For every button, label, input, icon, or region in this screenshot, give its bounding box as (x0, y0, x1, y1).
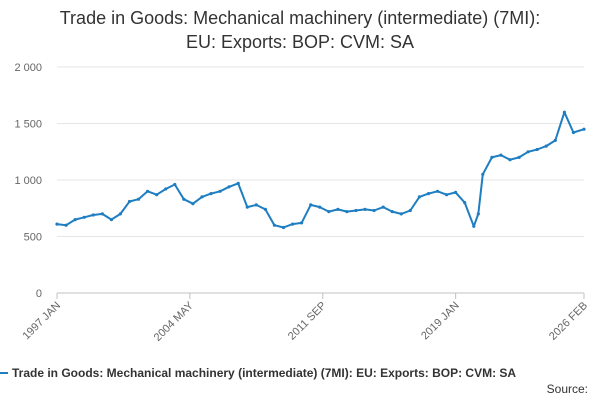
data-point (354, 208, 358, 213)
data-point (272, 223, 276, 227)
data-point (544, 144, 548, 148)
series-line (56, 111, 585, 229)
series-group (55, 110, 586, 230)
data-point (481, 172, 485, 176)
data-point (476, 212, 480, 216)
data-point (100, 212, 104, 216)
data-point (55, 222, 59, 226)
data-point (291, 222, 295, 226)
data-point (445, 193, 449, 197)
data-point (454, 190, 458, 194)
data-point (363, 207, 367, 211)
data-point (408, 208, 412, 213)
data-point (345, 210, 349, 214)
data-point (381, 205, 385, 209)
x-tick-label: 2019 JAN (419, 300, 462, 343)
x-tick-label: 2004 MAY (152, 299, 197, 344)
data-point (209, 192, 213, 196)
data-point (73, 218, 77, 222)
data-point (164, 187, 168, 191)
data-point (435, 189, 440, 193)
data-point (472, 224, 476, 228)
data-point (463, 201, 467, 205)
x-tick-label: 1997 JAN (20, 300, 63, 343)
y-tick-label: 0 (36, 288, 42, 300)
data-point (417, 195, 421, 199)
data-point (517, 155, 521, 159)
data-point (571, 130, 576, 135)
data-point (553, 138, 557, 142)
data-point (227, 185, 231, 189)
chart-title-line-2: EU: Exports: BOP: CVM: SA (185, 32, 415, 52)
x-axis: 1997 JAN 2004 MAY 2011 SEP 2019 JAN 2026 FEB (20, 292, 590, 344)
x-tick-label: 2026 FEB (547, 300, 590, 343)
data-point (173, 182, 177, 187)
data-point (136, 197, 141, 201)
data-point (91, 213, 95, 217)
data-point (399, 212, 403, 216)
data-point (82, 215, 86, 219)
data-point (146, 189, 150, 193)
data-point (127, 199, 132, 204)
data-point (372, 208, 376, 213)
data-point (245, 205, 249, 209)
data-point (336, 207, 340, 211)
data-point (254, 203, 258, 207)
chart-title-line-1: Trade in Goods: Mechanical machinery (in… (59, 8, 541, 28)
data-point (327, 210, 331, 214)
data-point (309, 203, 313, 207)
data-point (499, 153, 503, 157)
y-tick-label: 1 000 (14, 175, 42, 187)
data-point (526, 150, 530, 154)
data-point (426, 192, 431, 196)
x-tick-label: 2011 SEP (286, 300, 329, 343)
data-point (218, 189, 222, 193)
data-point (236, 181, 240, 185)
source-label: Source: (546, 382, 588, 396)
y-axis-ticks: 0 500 1 000 1 500 2 000 (14, 62, 42, 300)
data-point (318, 205, 322, 209)
data-point (490, 155, 494, 159)
legend-label: Trade in Goods: Mechanical machinery (in… (12, 366, 517, 380)
y-tick-label: 500 (24, 232, 42, 244)
data-point (191, 202, 195, 206)
chart-title: Trade in Goods: Mechanical machinery (in… (0, 6, 600, 54)
data-point (182, 197, 186, 201)
legend-swatch (0, 372, 8, 374)
data-point (508, 158, 512, 162)
data-point (109, 218, 113, 222)
data-point (263, 207, 267, 211)
y-tick-label: 2 000 (14, 62, 42, 74)
data-point (281, 225, 286, 230)
data-point (582, 127, 586, 131)
data-point (155, 193, 159, 197)
data-point (118, 212, 122, 216)
data-point (562, 110, 567, 114)
data-point (64, 223, 68, 227)
data-point (535, 147, 539, 152)
data-point (300, 221, 304, 225)
legend: Trade in Goods: Mechanical machinery (in… (0, 366, 600, 384)
gridlines (57, 66, 584, 237)
data-point (200, 195, 204, 199)
data-point (390, 210, 394, 214)
y-tick-label: 1 500 (14, 119, 42, 131)
